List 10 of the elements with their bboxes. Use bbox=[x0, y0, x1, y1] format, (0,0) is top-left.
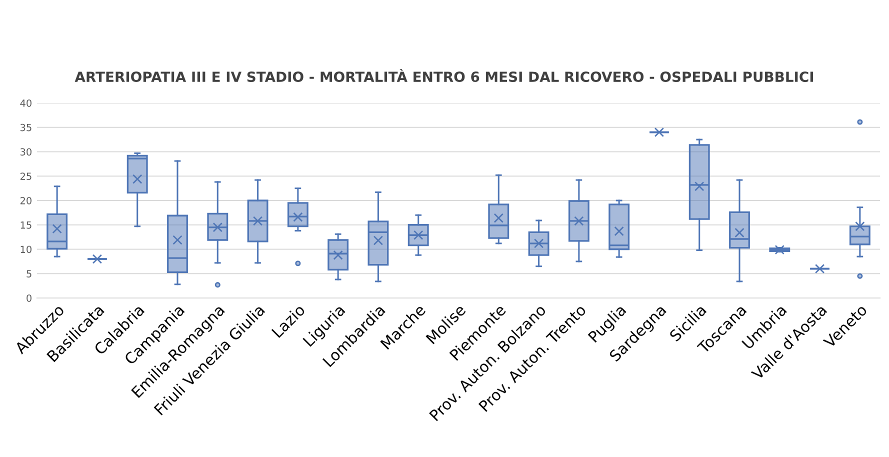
y-tick-label: 35 bbox=[20, 124, 32, 132]
y-tick-label: 30 bbox=[20, 148, 32, 156]
y-tick-label: 20 bbox=[20, 196, 32, 204]
y-tick-label: 15 bbox=[20, 221, 32, 229]
y-tick-label: 0 bbox=[26, 294, 32, 302]
y-tick-label: 40 bbox=[20, 99, 32, 107]
chart-title: ARTERIOPATIA III E IV STADIO - MORTALITÀ ENTRO 6 MESI DAL RICOVERO - OSPEDALI PUBBLICI bbox=[74, 68, 814, 82]
y-tick-label: 10 bbox=[20, 246, 32, 254]
y-tick-label: 25 bbox=[20, 172, 32, 180]
y-tick-label: 5 bbox=[26, 270, 32, 278]
